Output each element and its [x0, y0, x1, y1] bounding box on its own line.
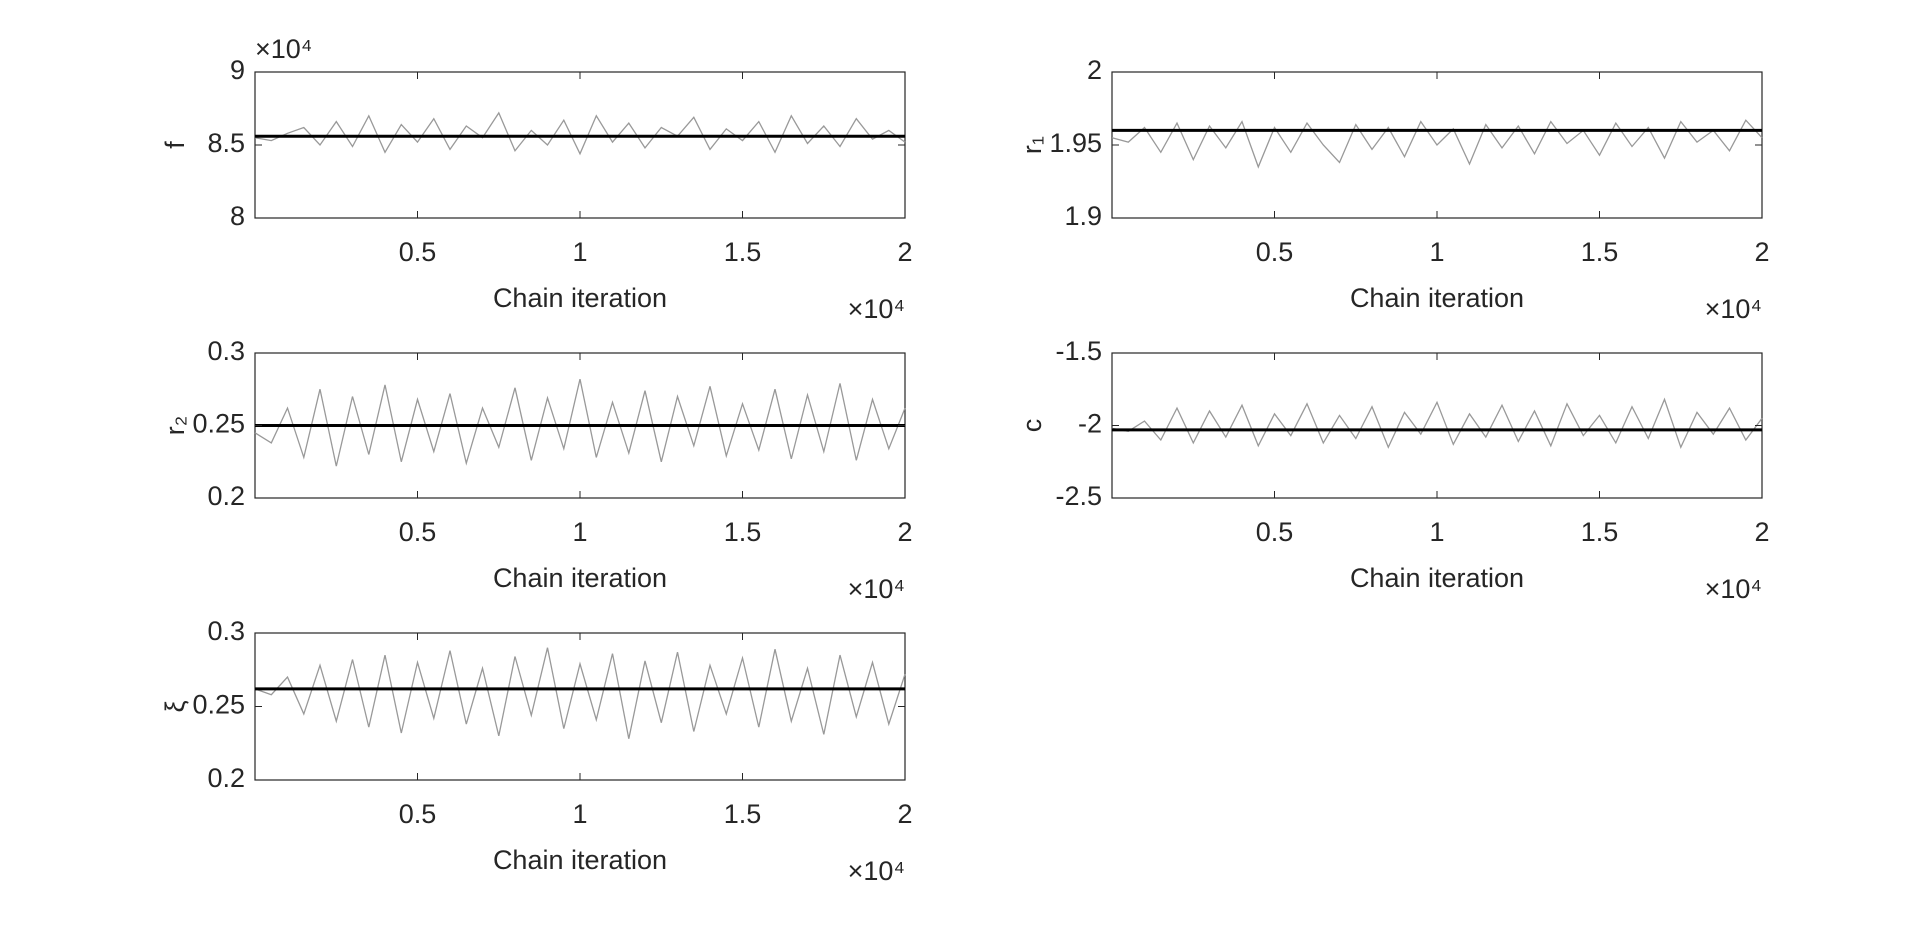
- subplot: 0.5 1 1.5 2 0.2 0.25 0.3 Chain iteration ×10⁴ r₂: [160, 336, 912, 604]
- trace-line: [1111, 119, 1763, 169]
- y-tick-label: 1.9: [1064, 201, 1102, 231]
- y-axis-label: ξ: [160, 700, 190, 712]
- y-axis-label: r₂: [160, 416, 190, 435]
- y-scale-label: ×10⁴: [255, 34, 312, 64]
- x-axis-label: Chain iteration: [1350, 283, 1524, 313]
- x-axis-label: Chain iteration: [493, 845, 667, 875]
- x-tick-label: 2: [1754, 237, 1769, 267]
- y-tick-label: 9: [230, 55, 245, 85]
- axes-box: [254, 71, 906, 219]
- x-axis-label: Chain iteration: [1350, 563, 1524, 593]
- y-tick-label: -1.5: [1055, 336, 1102, 366]
- y-tick-label: 0.3: [207, 336, 245, 366]
- y-tick-label: 0.25: [192, 690, 245, 720]
- x-tick-label: 0.5: [399, 799, 437, 829]
- x-tick-label: 0.5: [399, 237, 437, 267]
- x-scale-label: ×10⁴: [848, 574, 905, 604]
- x-scale-label: ×10⁴: [1705, 294, 1762, 324]
- x-tick-label: 2: [1754, 517, 1769, 547]
- y-tick-label: 0.2: [207, 763, 245, 793]
- y-tick-label: -2: [1078, 409, 1102, 439]
- x-tick-label: 1.5: [724, 799, 762, 829]
- trace-line: [254, 378, 906, 467]
- x-tick-label: 0.5: [399, 517, 437, 547]
- subplot: 0.5 1 1.5 2 0.2 0.25 0.3 Chain iteration ×10⁴ ξ: [160, 616, 912, 886]
- y-tick-label: 0.2: [207, 481, 245, 511]
- x-tick-label: 1.5: [1581, 517, 1619, 547]
- x-tick-label: 1: [572, 799, 587, 829]
- x-scale-label: ×10⁴: [1705, 574, 1762, 604]
- x-tick-label: 2: [897, 517, 912, 547]
- y-tick-label: 0.3: [207, 616, 245, 646]
- x-tick-label: 1: [1429, 517, 1444, 547]
- x-tick-label: 1: [572, 237, 587, 267]
- x-scale-label: ×10⁴: [848, 856, 905, 886]
- x-tick-label: 1: [1429, 237, 1444, 267]
- x-axis-label: Chain iteration: [493, 283, 667, 313]
- y-tick-label: 8: [230, 201, 245, 231]
- x-tick-label: 1.5: [724, 237, 762, 267]
- y-axis-label: f: [160, 141, 190, 149]
- y-axis-label: c: [1017, 419, 1047, 433]
- x-tick-label: 1.5: [1581, 237, 1619, 267]
- y-tick-label: 2: [1087, 55, 1102, 85]
- y-tick-label: 0.25: [192, 409, 245, 439]
- axes-box: [254, 632, 906, 781]
- x-tick-label: 2: [897, 799, 912, 829]
- x-tick-label: 0.5: [1256, 517, 1294, 547]
- x-tick-label: 2: [897, 237, 912, 267]
- subplot: 0.5 1 1.5 2 8 8.5 9 Chain iteration ×10⁴ ×10⁴ f: [160, 34, 912, 324]
- x-scale-label: ×10⁴: [848, 294, 905, 324]
- subplot: 0.5 1 1.5 2 1.9 1.95 2 Chain iteration ×10⁴ r₁: [1017, 55, 1769, 324]
- y-tick-label: -2.5: [1055, 481, 1102, 511]
- x-tick-label: 1.5: [724, 517, 762, 547]
- axes-box: [1111, 352, 1763, 499]
- subplot: 0.5 1 1.5 2 -2.5 -2 -1.5 Chain iteration ×10⁴ c: [1017, 336, 1769, 604]
- y-axis-label: r₁: [1017, 136, 1047, 154]
- x-tick-label: 1: [572, 517, 587, 547]
- x-tick-label: 0.5: [1256, 237, 1294, 267]
- y-tick-label: 8.5: [207, 128, 245, 158]
- trace-line: [254, 111, 906, 156]
- trace-line: [254, 647, 906, 739]
- x-axis-label: Chain iteration: [493, 563, 667, 593]
- y-tick-label: 1.95: [1049, 128, 1102, 158]
